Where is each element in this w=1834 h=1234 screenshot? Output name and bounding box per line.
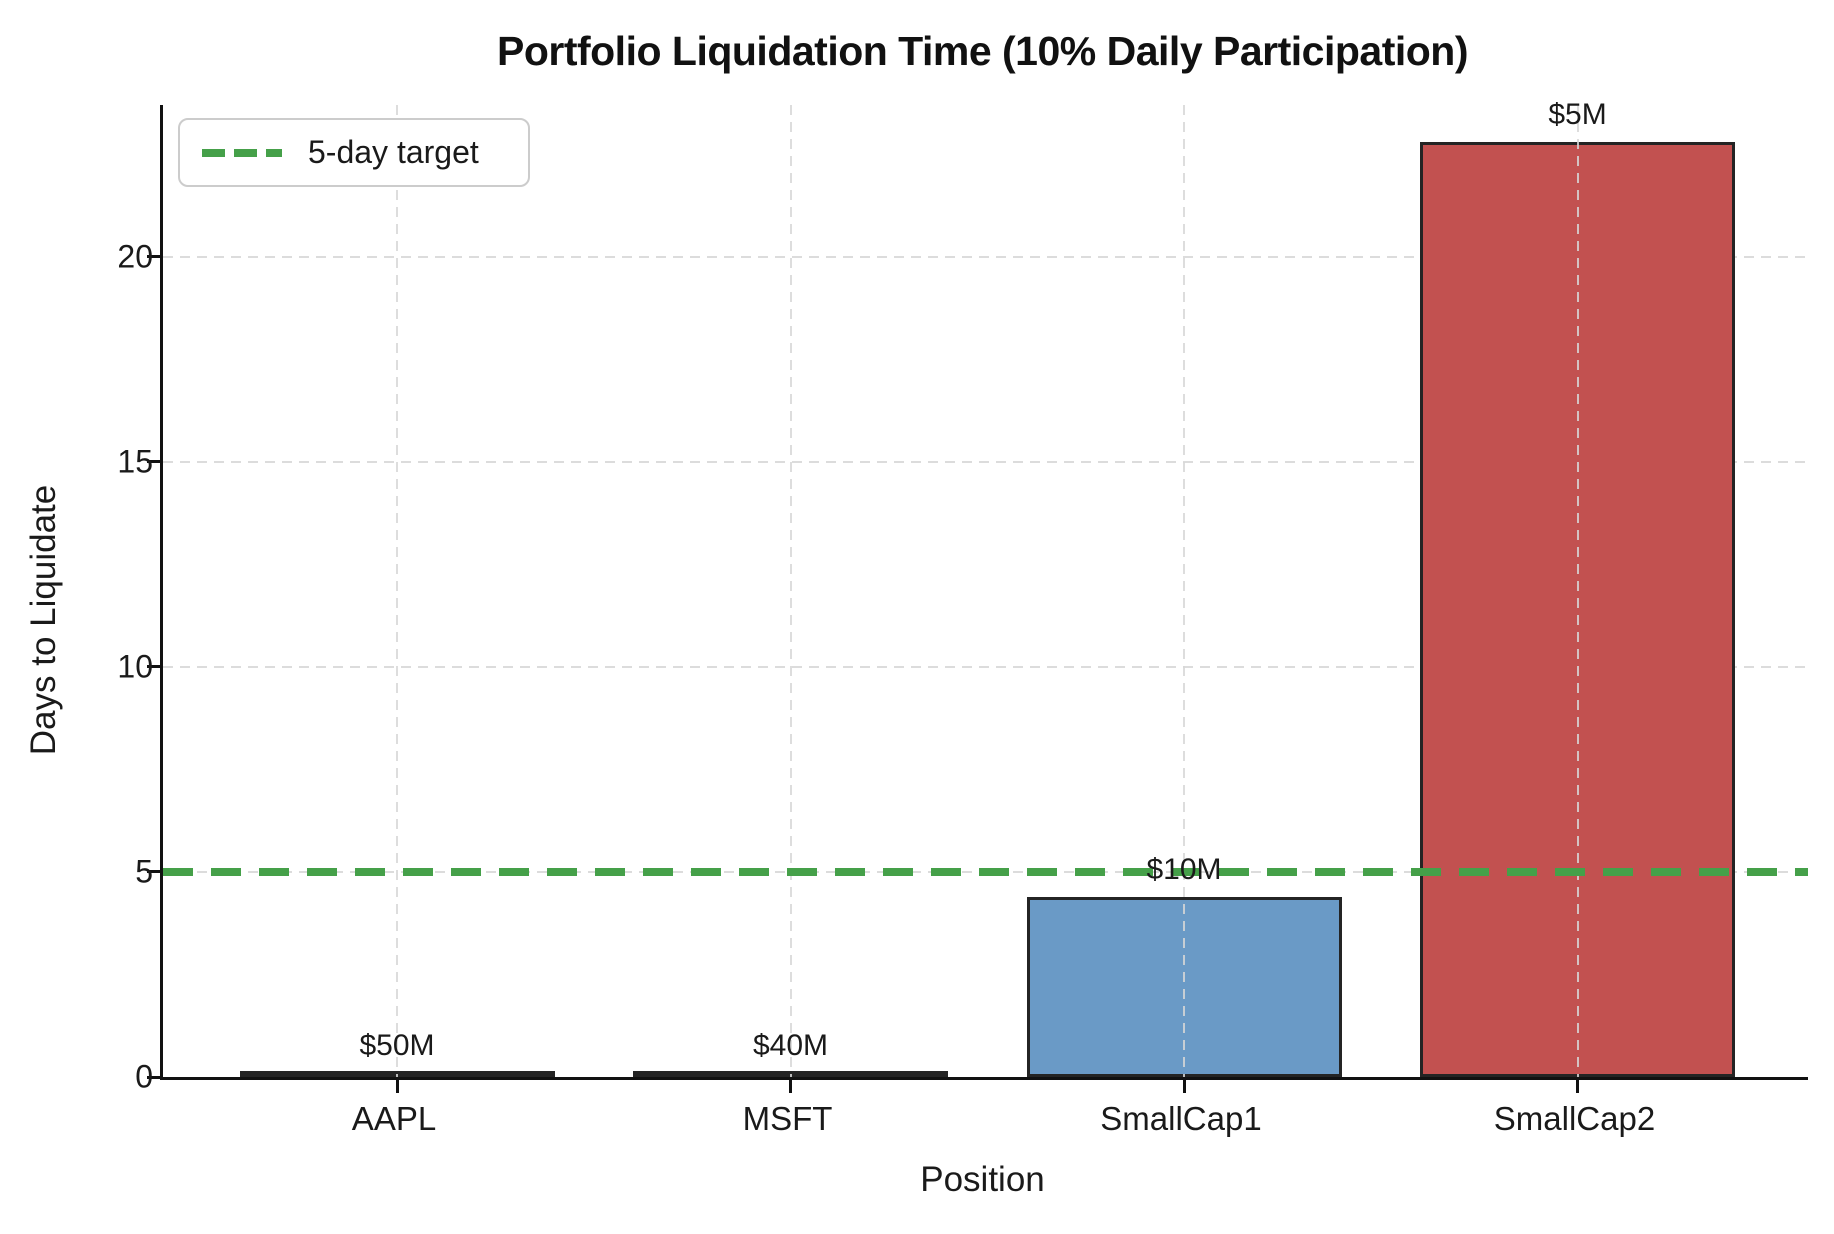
x-axis-tick bbox=[1576, 1080, 1579, 1093]
v-gridline bbox=[1576, 105, 1579, 1077]
v-gridline bbox=[1183, 105, 1185, 1077]
bar-value-label: $40M bbox=[752, 1028, 829, 1062]
bar-value-label: $50M bbox=[359, 1028, 435, 1062]
y-tick-label: 0 bbox=[135, 1058, 153, 1095]
x-axis-label: Position bbox=[920, 1160, 1045, 1199]
x-axis-tick bbox=[395, 1080, 399, 1093]
h-gridline bbox=[163, 255, 1808, 258]
y-axis-tick bbox=[147, 460, 160, 464]
x-axis-tick bbox=[1182, 1080, 1186, 1093]
y-tick-label: 5 bbox=[135, 853, 153, 890]
x-axis-tick bbox=[789, 1080, 792, 1093]
v-gridline bbox=[789, 105, 792, 1077]
y-tick-label: 15 bbox=[117, 443, 153, 480]
x-tick-label: AAPL bbox=[351, 1100, 437, 1137]
x-tick-label: SmallCap1 bbox=[1100, 1100, 1262, 1137]
y-axis-label: Days to Liquidate bbox=[24, 484, 63, 756]
v-gridline bbox=[396, 105, 398, 1077]
y-axis-tick bbox=[147, 255, 160, 259]
x-tick-label: SmallCap2 bbox=[1493, 1100, 1656, 1137]
legend-label: 5-day target bbox=[308, 134, 479, 170]
bar-value-label: $5M bbox=[1548, 97, 1607, 131]
y-tick-label: 20 bbox=[117, 238, 153, 275]
legend-dashed-line-swatch bbox=[202, 148, 282, 157]
y-axis-tick bbox=[147, 1075, 160, 1079]
target-threshold-line bbox=[163, 867, 1808, 876]
h-gridline bbox=[163, 665, 1808, 668]
y-axis-tick bbox=[147, 665, 160, 669]
y-axis-tick bbox=[147, 870, 160, 874]
legend: 5-day target bbox=[178, 118, 530, 187]
bar-value-label: $10M bbox=[1146, 852, 1222, 886]
y-tick-label: 10 bbox=[117, 648, 153, 685]
chart-title: Portfolio Liquidation Time (10% Daily Pa… bbox=[496, 28, 1469, 74]
h-gridline bbox=[163, 460, 1808, 463]
x-tick-label: MSFT bbox=[742, 1100, 833, 1137]
plot-area: 5-day target $50M $40M $10M $5M bbox=[147, 98, 1808, 1093]
